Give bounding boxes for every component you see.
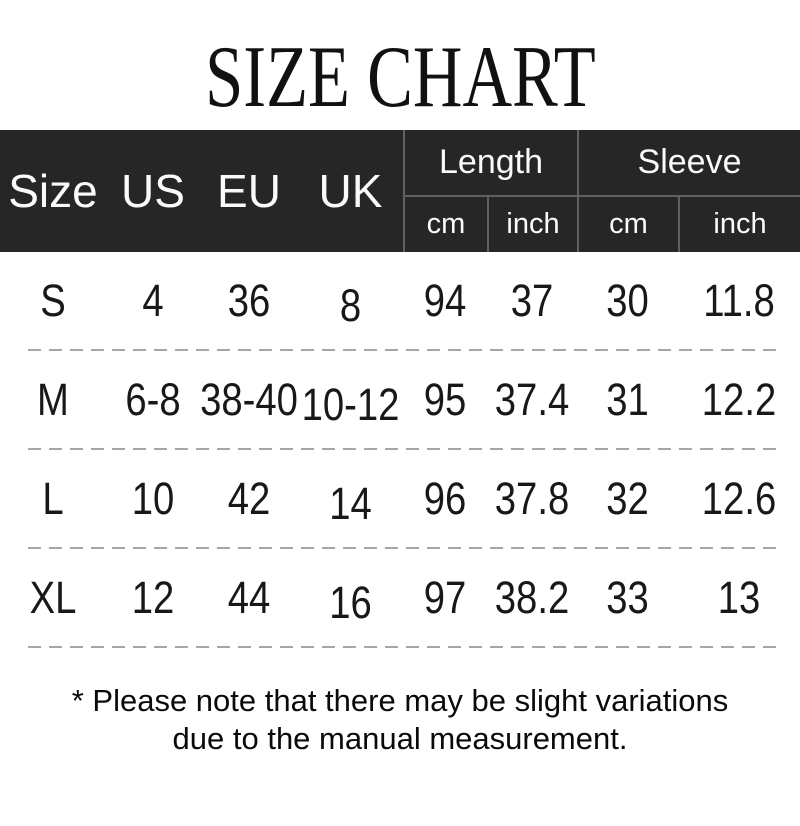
header-eu: EU: [217, 165, 281, 217]
cell-sleeve-inch: 11.8: [703, 274, 775, 326]
cell-uk: 10-12: [301, 378, 400, 430]
table-row-l: L 10 42 14 96 37.8 32 12.6: [0, 450, 800, 547]
cell-uk: 8: [339, 279, 362, 331]
cell-size: L: [42, 472, 64, 524]
cell-us: 4: [142, 274, 164, 326]
row-divider: [28, 349, 778, 351]
header-sleeve-cm: cm: [577, 195, 678, 252]
measurement-note: * Please note that there may be slight v…: [0, 682, 800, 758]
cell-eu: 44: [227, 571, 271, 623]
cell-us: 10: [131, 472, 175, 524]
cell-eu: 36: [227, 274, 271, 326]
cell-us: 6-8: [125, 373, 181, 425]
page-title-wrap: SIZE CHART: [0, 26, 800, 130]
header-uk: UK: [318, 165, 383, 217]
row-divider: [28, 646, 778, 648]
cell-length-inch: 37.4: [494, 373, 570, 425]
cell-length-inch: 38.2: [494, 571, 570, 623]
cell-sleeve-cm: 31: [606, 373, 649, 425]
cell-sleeve-cm: 33: [606, 571, 649, 623]
cell-length-inch: 37: [510, 274, 554, 326]
header-sleeve-group: Sleeve: [577, 130, 800, 195]
cell-sleeve-inch: 12.6: [701, 472, 777, 524]
header-sleeve-inch: inch: [678, 195, 800, 252]
cell-uk: 14: [329, 477, 372, 529]
header-left-group: Size US EU UK: [0, 130, 403, 252]
table-row-xl: XL 12 44 16 97 38.2 33 13: [0, 549, 800, 646]
cell-length-cm: 94: [423, 274, 467, 326]
table-row-s: S 4 36 8 94 37 30 11.8: [0, 252, 800, 349]
header-length-cm: cm: [403, 195, 487, 252]
table-row-m: M 6-8 38-40 10-12 95 37.4 31 12.2: [0, 351, 800, 448]
cell-sleeve-cm: 32: [606, 472, 649, 524]
cell-eu: 38-40: [200, 373, 298, 425]
measurement-note-line2: due to the manual measurement.: [172, 720, 628, 756]
cell-length-cm: 96: [423, 472, 467, 524]
cell-size: S: [40, 274, 66, 326]
size-chart-page: { "title": "SIZE CHART", "table": { "lef…: [0, 26, 800, 826]
row-divider: [28, 448, 778, 450]
header-length-group: Length: [403, 130, 577, 195]
cell-uk: 16: [329, 576, 372, 628]
cell-sleeve-inch: 12.2: [701, 373, 777, 425]
cell-length-inch: 37.8: [494, 472, 570, 524]
size-table-body: S 4 36 8 94 37 30 11.8 M 6-8 38-40 10-12…: [0, 252, 800, 648]
header-size: Size: [8, 165, 98, 217]
header-us: US: [121, 165, 185, 217]
cell-size: M: [37, 373, 69, 425]
cell-sleeve-inch: 13: [717, 571, 761, 623]
row-divider: [28, 547, 778, 549]
size-table-header: Size US EU UK Length Sleeve cm inch cm i…: [0, 130, 800, 252]
cell-sleeve-cm: 30: [606, 274, 649, 326]
cell-eu: 42: [227, 472, 271, 524]
cell-us: 12: [131, 571, 175, 623]
cell-length-cm: 97: [423, 571, 467, 623]
header-length-inch: inch: [487, 195, 577, 252]
cell-size: XL: [29, 571, 77, 623]
measurement-note-line1: * Please note that there may be slight v…: [71, 683, 729, 718]
cell-length-cm: 95: [423, 373, 467, 425]
page-title: SIZE CHART: [204, 29, 596, 126]
